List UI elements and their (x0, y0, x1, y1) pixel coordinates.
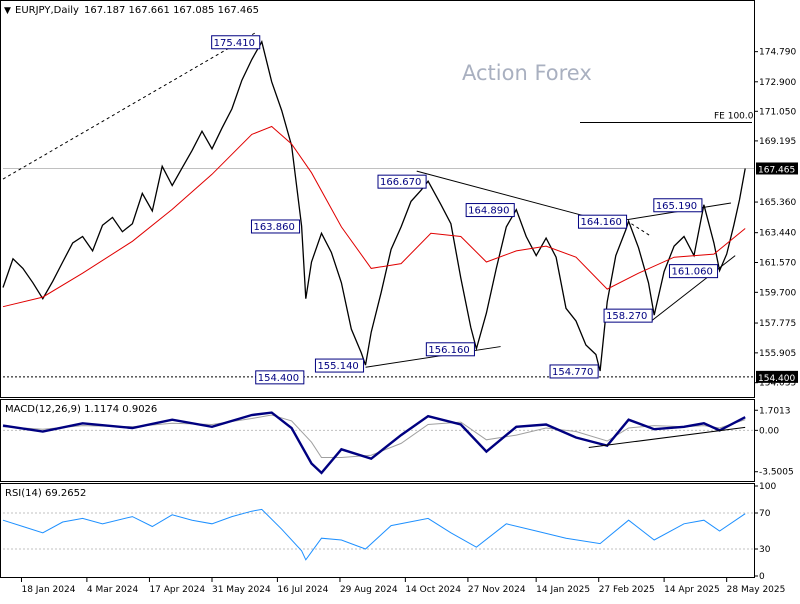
symbol-label: EURJPY,Daily (15, 5, 79, 16)
rsi-layer (2, 508, 754, 561)
price-series-line (2, 40, 746, 372)
x-tick-label: 14 Oct 2024 (405, 585, 461, 595)
support-badge (756, 370, 798, 383)
macd-tick-label: 1.7013 (759, 406, 791, 416)
price-panel-frame (0, 0, 755, 398)
rsi-panel-frame (0, 483, 755, 578)
peak-label-box (314, 358, 365, 373)
peak-label: 175.410 (214, 38, 255, 49)
price-tick-label: 161.570 (759, 259, 796, 269)
rsi-tick-label: 70 (759, 509, 771, 519)
x-tick-label: 4 Mar 2024 (87, 585, 139, 595)
peak-label: 166.670 (380, 177, 421, 188)
peak-label-box (211, 35, 261, 50)
price-tick-label: 165.360 (759, 198, 796, 208)
peak-label: 161.060 (671, 267, 712, 278)
price-tick-label: 157.775 (759, 319, 796, 329)
macd-label: MACD(12,26,9) 1.1174 0.9026 (5, 404, 157, 415)
rsi-tick-label: 0 (759, 572, 765, 582)
peak-label-box (465, 203, 515, 218)
ohlc-values: 167.187 167.661 167.085 167.465 (84, 5, 259, 16)
fe-label: FE 100.0 (714, 111, 754, 121)
peak-label-box (425, 342, 475, 357)
peak-label: 156.160 (428, 345, 469, 356)
peak-label-box (250, 219, 301, 234)
peak-label-box (668, 264, 719, 279)
peak-label: 165.190 (656, 201, 697, 212)
macd-trendline (588, 426, 746, 448)
x-tick-label: 16 Jul 2024 (277, 585, 328, 595)
x-tick-label: 27 Feb 2025 (599, 585, 655, 595)
macd-tick-label: 0.00 (759, 426, 779, 436)
peak-label-box (549, 364, 599, 379)
macd-line (2, 411, 746, 475)
macd-tick-label: -3.5005 (759, 468, 794, 478)
rsi-tick-label: 100 (759, 482, 776, 492)
x-tick-label: 14 Jan 2025 (536, 585, 590, 595)
peak-label-box (255, 370, 305, 385)
x-tick-label: 31 May 2024 (212, 585, 271, 595)
macd-panel-frame (0, 399, 755, 482)
trendline-short-dashed (631, 223, 652, 237)
price-tick-label: 172.900 (759, 78, 796, 88)
price-tick-label: 154.035 (759, 379, 796, 389)
price-tick-label: 169.195 (759, 137, 796, 147)
peak-label-box (377, 174, 427, 189)
price-tick-label: 163.440 (759, 229, 796, 239)
macd-layer (2, 411, 754, 475)
watermark: Action Forex (462, 61, 592, 85)
peak-label-box (653, 198, 703, 213)
x-tick-label: 29 Aug 2024 (340, 585, 398, 595)
support-badge-label: 154.400 (758, 374, 795, 384)
collapse-icon[interactable]: ▼ (4, 6, 11, 16)
rsi-label: RSI(14) 69.2652 (5, 488, 86, 499)
x-tick-label: 18 Jan 2024 (21, 585, 75, 595)
price-tick-label: 159.700 (759, 288, 796, 298)
current-price-badge (756, 162, 798, 175)
axis-layer: 174.790 172.900 171.050 169.195 165.360 163.4… (20, 48, 798, 595)
trendline-upper-trend-dashed (2, 31, 257, 180)
peak-label: 158.270 (606, 311, 647, 322)
peak-label: 164.160 (580, 217, 621, 228)
x-tick-label: 17 Apr 2024 (149, 585, 205, 595)
price-tick-label: 174.790 (759, 48, 796, 58)
price-layer: FE 100.0 175.410 163.860 154.400 155.140 166.… (2, 31, 754, 385)
peak-label: 154.770 (552, 367, 593, 378)
trendline-rising-support (365, 346, 501, 368)
x-tick-label: 14 Apr 2025 (664, 585, 720, 595)
x-tick-label: 28 May 2025 (727, 585, 786, 595)
peak-label: 154.400 (258, 373, 299, 384)
ma-series-line (2, 125, 746, 308)
rsi-line (2, 508, 746, 561)
current-price-badge-label: 167.465 (758, 165, 795, 175)
x-tick-label: 27 Nov 2024 (468, 585, 526, 595)
rsi-tick-label: 30 (759, 545, 771, 555)
peak-label: 164.890 (468, 206, 509, 217)
price-tick-label: 155.905 (759, 349, 796, 359)
peak-label: 155.140 (317, 361, 358, 372)
peak-label-box (577, 214, 628, 229)
price-tick-label: 171.050 (759, 107, 796, 117)
peak-label: 163.860 (253, 222, 294, 233)
peak-label-box (603, 308, 653, 323)
